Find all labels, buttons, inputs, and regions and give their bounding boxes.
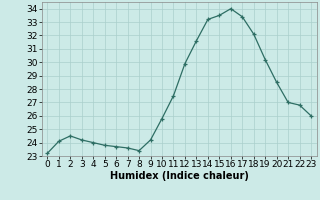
X-axis label: Humidex (Indice chaleur): Humidex (Indice chaleur) bbox=[110, 171, 249, 181]
